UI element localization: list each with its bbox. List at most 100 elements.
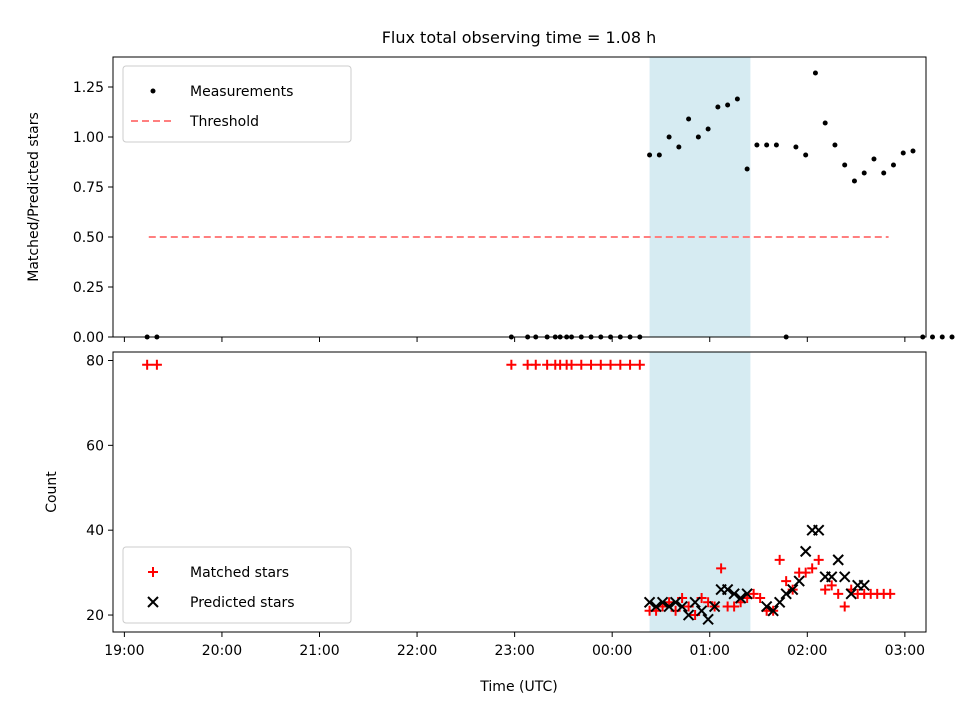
measurement-point — [686, 116, 692, 122]
measurement-point — [734, 96, 740, 102]
legend-entry-label: Matched stars — [190, 565, 289, 581]
predicted-star-point — [721, 583, 734, 596]
top-ytick-label: 0.00 — [73, 330, 104, 346]
predicted-star-point — [663, 600, 675, 613]
measurement-point — [822, 120, 828, 126]
matched-star-point — [605, 359, 616, 370]
measurement-point — [744, 166, 750, 172]
top-ytick-label: 0.25 — [73, 280, 104, 296]
predicted-star-point — [858, 579, 870, 592]
matched-star-point — [800, 567, 811, 578]
measurement-point — [812, 70, 818, 76]
x-tick-label: 22:00 — [397, 643, 437, 659]
matched-star-point — [530, 359, 541, 370]
x-tick-label: 03:00 — [885, 643, 925, 659]
predicted-star-point — [682, 609, 695, 621]
matched-star-point — [781, 576, 792, 587]
predicted-star-point — [650, 600, 662, 613]
bottom-ytick-label: 20 — [86, 608, 104, 624]
matched-star-point — [151, 359, 162, 370]
top-shaded-span — [649, 57, 751, 337]
matched-star-point — [774, 554, 785, 565]
legend-measurements-key — [150, 88, 156, 94]
predicted-star-point — [760, 600, 773, 613]
predicted-star-point — [669, 596, 682, 609]
legend-matched-key — [148, 567, 158, 577]
measurement-point — [676, 144, 682, 150]
measurement-point — [949, 334, 955, 340]
measurement-point — [773, 142, 779, 148]
top-ytick-label: 1.25 — [73, 80, 104, 96]
predicted-star-point — [832, 554, 844, 566]
measurement-point — [695, 134, 701, 140]
measurement-point — [832, 142, 838, 148]
x-tick-label: 21:00 — [299, 643, 339, 659]
measurement-point — [890, 162, 896, 168]
chart-title: Flux total observing time = 1.08 h — [382, 28, 657, 47]
matched-star-point — [615, 359, 626, 370]
measurement-point — [939, 334, 945, 340]
x-tick-label: 20:00 — [202, 643, 242, 659]
predicted-star-point — [812, 524, 825, 536]
predicted-star-point — [728, 588, 740, 600]
top-legend — [122, 65, 352, 143]
predicted-star-point — [734, 592, 747, 604]
predicted-star-point — [799, 545, 812, 558]
matched-star-point — [506, 359, 517, 370]
matched-star-point — [826, 580, 837, 591]
x-tick-label: 02:00 — [787, 643, 827, 659]
predicted-star-point — [695, 605, 708, 617]
measurement-point — [705, 126, 711, 132]
measurement-point — [764, 142, 770, 148]
predicted-star-point — [786, 583, 799, 596]
matched-star-point — [755, 593, 766, 604]
predicted-star-point — [741, 588, 753, 600]
bottom-ytick-label: 60 — [86, 438, 104, 454]
measurement-point — [647, 152, 653, 158]
matched-star-point — [142, 359, 153, 370]
measurement-point — [666, 134, 672, 140]
predicted-star-point — [793, 575, 805, 587]
matched-star-point — [885, 588, 896, 599]
top-ytick-label: 0.50 — [73, 230, 104, 246]
predicted-star-point — [702, 613, 714, 625]
bottom-legend — [122, 546, 352, 624]
measurement-point — [725, 102, 731, 108]
measurement-point — [861, 170, 867, 176]
measurement-point — [842, 162, 848, 168]
x-tick-label: 19:00 — [104, 643, 144, 659]
legend-entry-label: Measurements — [190, 84, 293, 100]
matched-star-point — [833, 588, 844, 599]
measurement-point — [930, 334, 936, 340]
bottom-ytick-label: 40 — [86, 523, 104, 539]
legend-entry-label: Predicted stars — [190, 595, 295, 611]
bottom-shaded-span — [649, 352, 751, 632]
predicted-star-point — [773, 596, 786, 609]
predicted-star-point — [825, 571, 838, 583]
measurement-point — [871, 156, 877, 162]
matched-star-point — [748, 588, 759, 599]
matched-star-point — [729, 601, 740, 612]
matched-star-point — [625, 359, 636, 370]
bottom-axes-frame — [112, 351, 927, 633]
matched-star-point — [820, 584, 831, 595]
measurement-point — [715, 104, 721, 110]
x-axis-label: Time (UTC) — [479, 679, 557, 695]
top-ytick-label: 0.75 — [73, 180, 104, 196]
matched-star-point — [716, 563, 727, 574]
predicted-star-point — [780, 588, 792, 600]
bottom-plot-area: 20 40 60 80 19:00 20:00 21:00 22:00 23:00 00:00 01… — [86, 351, 927, 659]
top-plot-area: 0.00 0.25 0.50 0.75 1.00 1.25 Measurements Thre… — [73, 56, 955, 346]
bottom-ytick-label: 80 — [86, 353, 104, 369]
x-tick-label: 00:00 — [592, 643, 632, 659]
top-ylabel: Matched/Predicted stars — [26, 112, 42, 282]
measurement-point — [851, 178, 857, 184]
x-tick-label: 23:00 — [494, 643, 534, 659]
legend-entry-label: Threshold — [189, 114, 259, 130]
predicted-star-point — [676, 600, 688, 613]
bottom-ylabel: Count — [44, 471, 60, 513]
predicted-star-point — [838, 571, 851, 583]
matched-star-point — [813, 554, 824, 565]
measurement-point — [900, 150, 906, 156]
measurement-point — [656, 152, 662, 158]
